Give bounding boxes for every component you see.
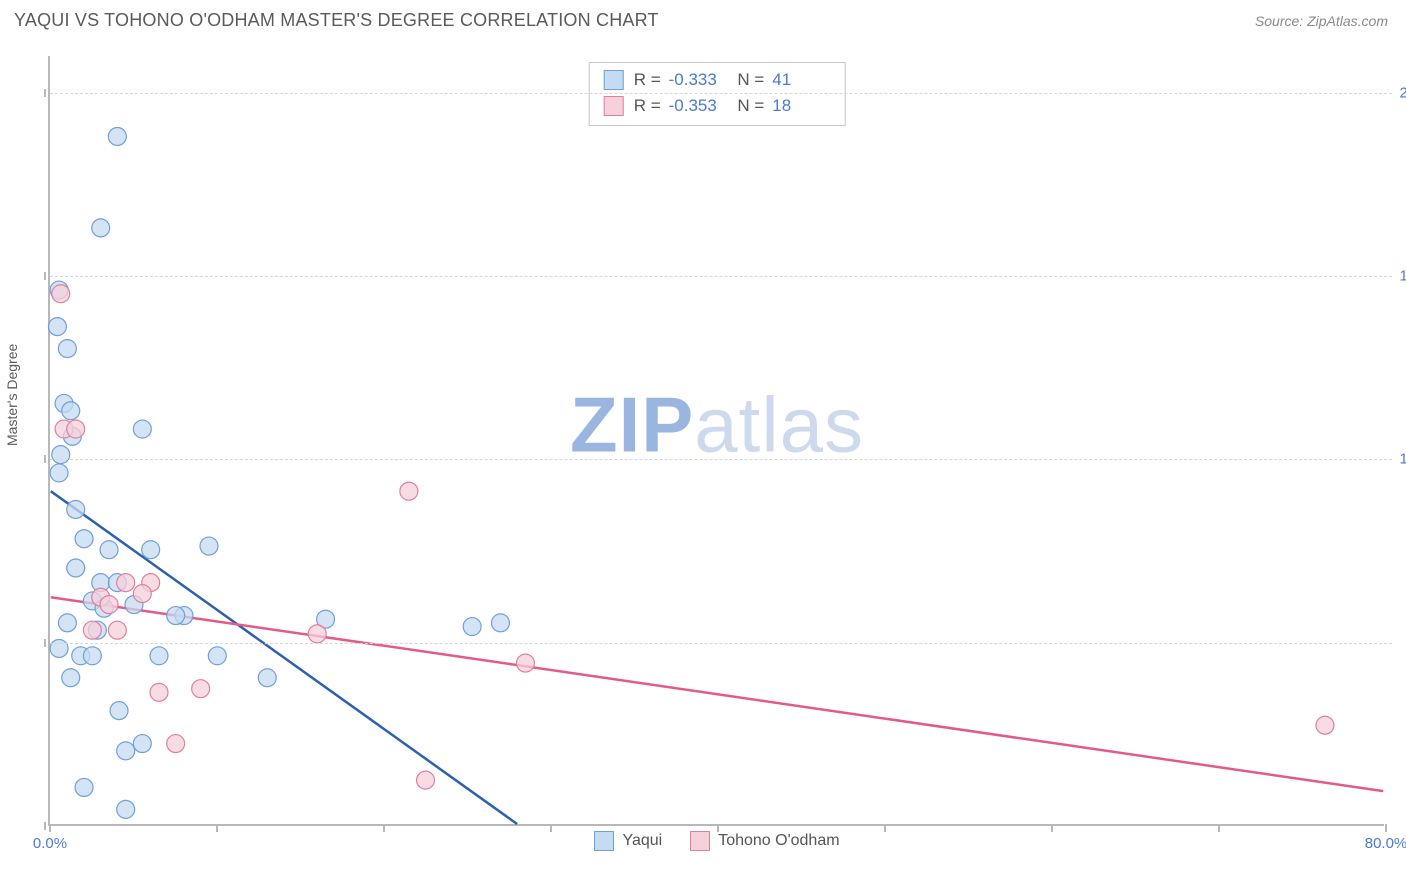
- legend-label: Tohono O'odham: [718, 832, 839, 850]
- x-tick: [717, 824, 719, 832]
- legend-label: Yaqui: [622, 832, 662, 850]
- data-point-yaqui: [258, 669, 276, 687]
- gridline: [50, 643, 1392, 644]
- stat-r-value: -0.333: [669, 67, 723, 93]
- legend-swatch: [594, 831, 614, 851]
- stat-r-label: R =: [634, 93, 661, 119]
- data-point-yaqui: [491, 614, 509, 632]
- trend-line-tohono: [51, 597, 1384, 791]
- x-tick: [1218, 824, 1220, 832]
- data-point-tohono: [192, 680, 210, 698]
- legend-swatch: [690, 831, 710, 851]
- chart-title: YAQUI VS TOHONO O'ODHAM MASTER'S DEGREE …: [14, 10, 659, 31]
- data-point-yaqui: [50, 464, 68, 482]
- data-point-yaqui: [62, 402, 80, 420]
- data-point-yaqui: [167, 607, 185, 625]
- x-tick: [550, 824, 552, 832]
- data-point-yaqui: [58, 614, 76, 632]
- gridline: [50, 93, 1392, 94]
- x-tick: [884, 824, 886, 832]
- data-point-yaqui: [463, 618, 481, 636]
- x-tick: [383, 824, 385, 832]
- data-point-yaqui: [117, 742, 135, 760]
- data-point-yaqui: [200, 537, 218, 555]
- y-tick: [44, 822, 46, 830]
- x-tick-label: 80.0%: [1365, 835, 1406, 852]
- y-tick: [44, 455, 46, 463]
- stats-swatch-tohono: [604, 96, 624, 116]
- stat-n-value: 41: [772, 67, 826, 93]
- y-tick-label: 20.0%: [1399, 84, 1406, 101]
- data-point-yaqui: [67, 559, 85, 577]
- data-point-yaqui: [110, 702, 128, 720]
- chart-area: Master's Degree ZIPatlas R =-0.333 N =41…: [14, 46, 1392, 866]
- x-tick: [49, 824, 51, 832]
- x-tick: [1385, 824, 1387, 832]
- data-point-yaqui: [67, 501, 85, 519]
- data-point-tohono: [150, 683, 168, 701]
- data-point-yaqui: [58, 340, 76, 358]
- data-point-yaqui: [100, 541, 118, 559]
- data-point-tohono: [516, 654, 534, 672]
- x-tick-label: 0.0%: [33, 835, 67, 852]
- data-point-yaqui: [133, 420, 151, 438]
- plot-region: ZIPatlas R =-0.333 N =41R =-0.353 N =18 …: [48, 56, 1384, 826]
- data-point-tohono: [117, 574, 135, 592]
- stats-row-yaqui: R = -0.333 N = 41: [604, 67, 827, 93]
- y-tick: [44, 639, 46, 647]
- data-point-tohono: [308, 625, 326, 643]
- legend-item: Yaqui: [594, 831, 662, 851]
- stats-swatch-yaqui: [604, 70, 624, 90]
- data-point-tohono: [67, 420, 85, 438]
- trend-line-yaqui: [51, 491, 517, 824]
- data-point-tohono: [167, 735, 185, 753]
- data-point-yaqui: [208, 647, 226, 665]
- data-point-tohono: [133, 585, 151, 603]
- data-point-yaqui: [52, 446, 70, 464]
- data-point-yaqui: [117, 800, 135, 818]
- plot-svg: [50, 56, 1384, 824]
- correlation-stats-box: R = -0.333 N = 41 R = -0.353 N = 18: [589, 62, 846, 126]
- data-point-tohono: [83, 621, 101, 639]
- data-point-yaqui: [150, 647, 168, 665]
- data-point-yaqui: [75, 530, 93, 548]
- x-tick: [1051, 824, 1053, 832]
- data-point-yaqui: [62, 669, 80, 687]
- legend-item: Tohono O'odham: [690, 831, 839, 851]
- data-point-tohono: [400, 482, 418, 500]
- y-tick-label: 10.0%: [1399, 451, 1406, 468]
- x-tick: [216, 824, 218, 832]
- data-point-yaqui: [48, 318, 66, 336]
- data-point-tohono: [52, 285, 70, 303]
- y-tick: [44, 272, 46, 280]
- stat-n-label: N =: [733, 67, 765, 93]
- stats-row-tohono: R = -0.353 N = 18: [604, 93, 827, 119]
- data-point-tohono: [108, 621, 126, 639]
- stat-n-value: 18: [772, 93, 826, 119]
- data-point-yaqui: [83, 647, 101, 665]
- stat-n-label: N =: [733, 93, 765, 119]
- data-point-yaqui: [142, 541, 160, 559]
- stat-r-label: R =: [634, 67, 661, 93]
- data-point-yaqui: [92, 219, 110, 237]
- y-tick: [44, 89, 46, 97]
- chart-header: YAQUI VS TOHONO O'ODHAM MASTER'S DEGREE …: [0, 0, 1406, 35]
- gridline: [50, 276, 1392, 277]
- y-tick-label: 15.0%: [1399, 268, 1406, 285]
- data-point-tohono: [417, 771, 435, 789]
- data-point-yaqui: [75, 778, 93, 796]
- data-point-yaqui: [108, 127, 126, 145]
- gridline: [50, 459, 1392, 460]
- chart-source: Source: ZipAtlas.com: [1255, 13, 1388, 29]
- data-point-yaqui: [133, 735, 151, 753]
- data-point-tohono: [1316, 716, 1334, 734]
- y-axis-label: Master's Degree: [4, 344, 20, 446]
- stat-r-value: -0.353: [669, 93, 723, 119]
- data-point-tohono: [100, 596, 118, 614]
